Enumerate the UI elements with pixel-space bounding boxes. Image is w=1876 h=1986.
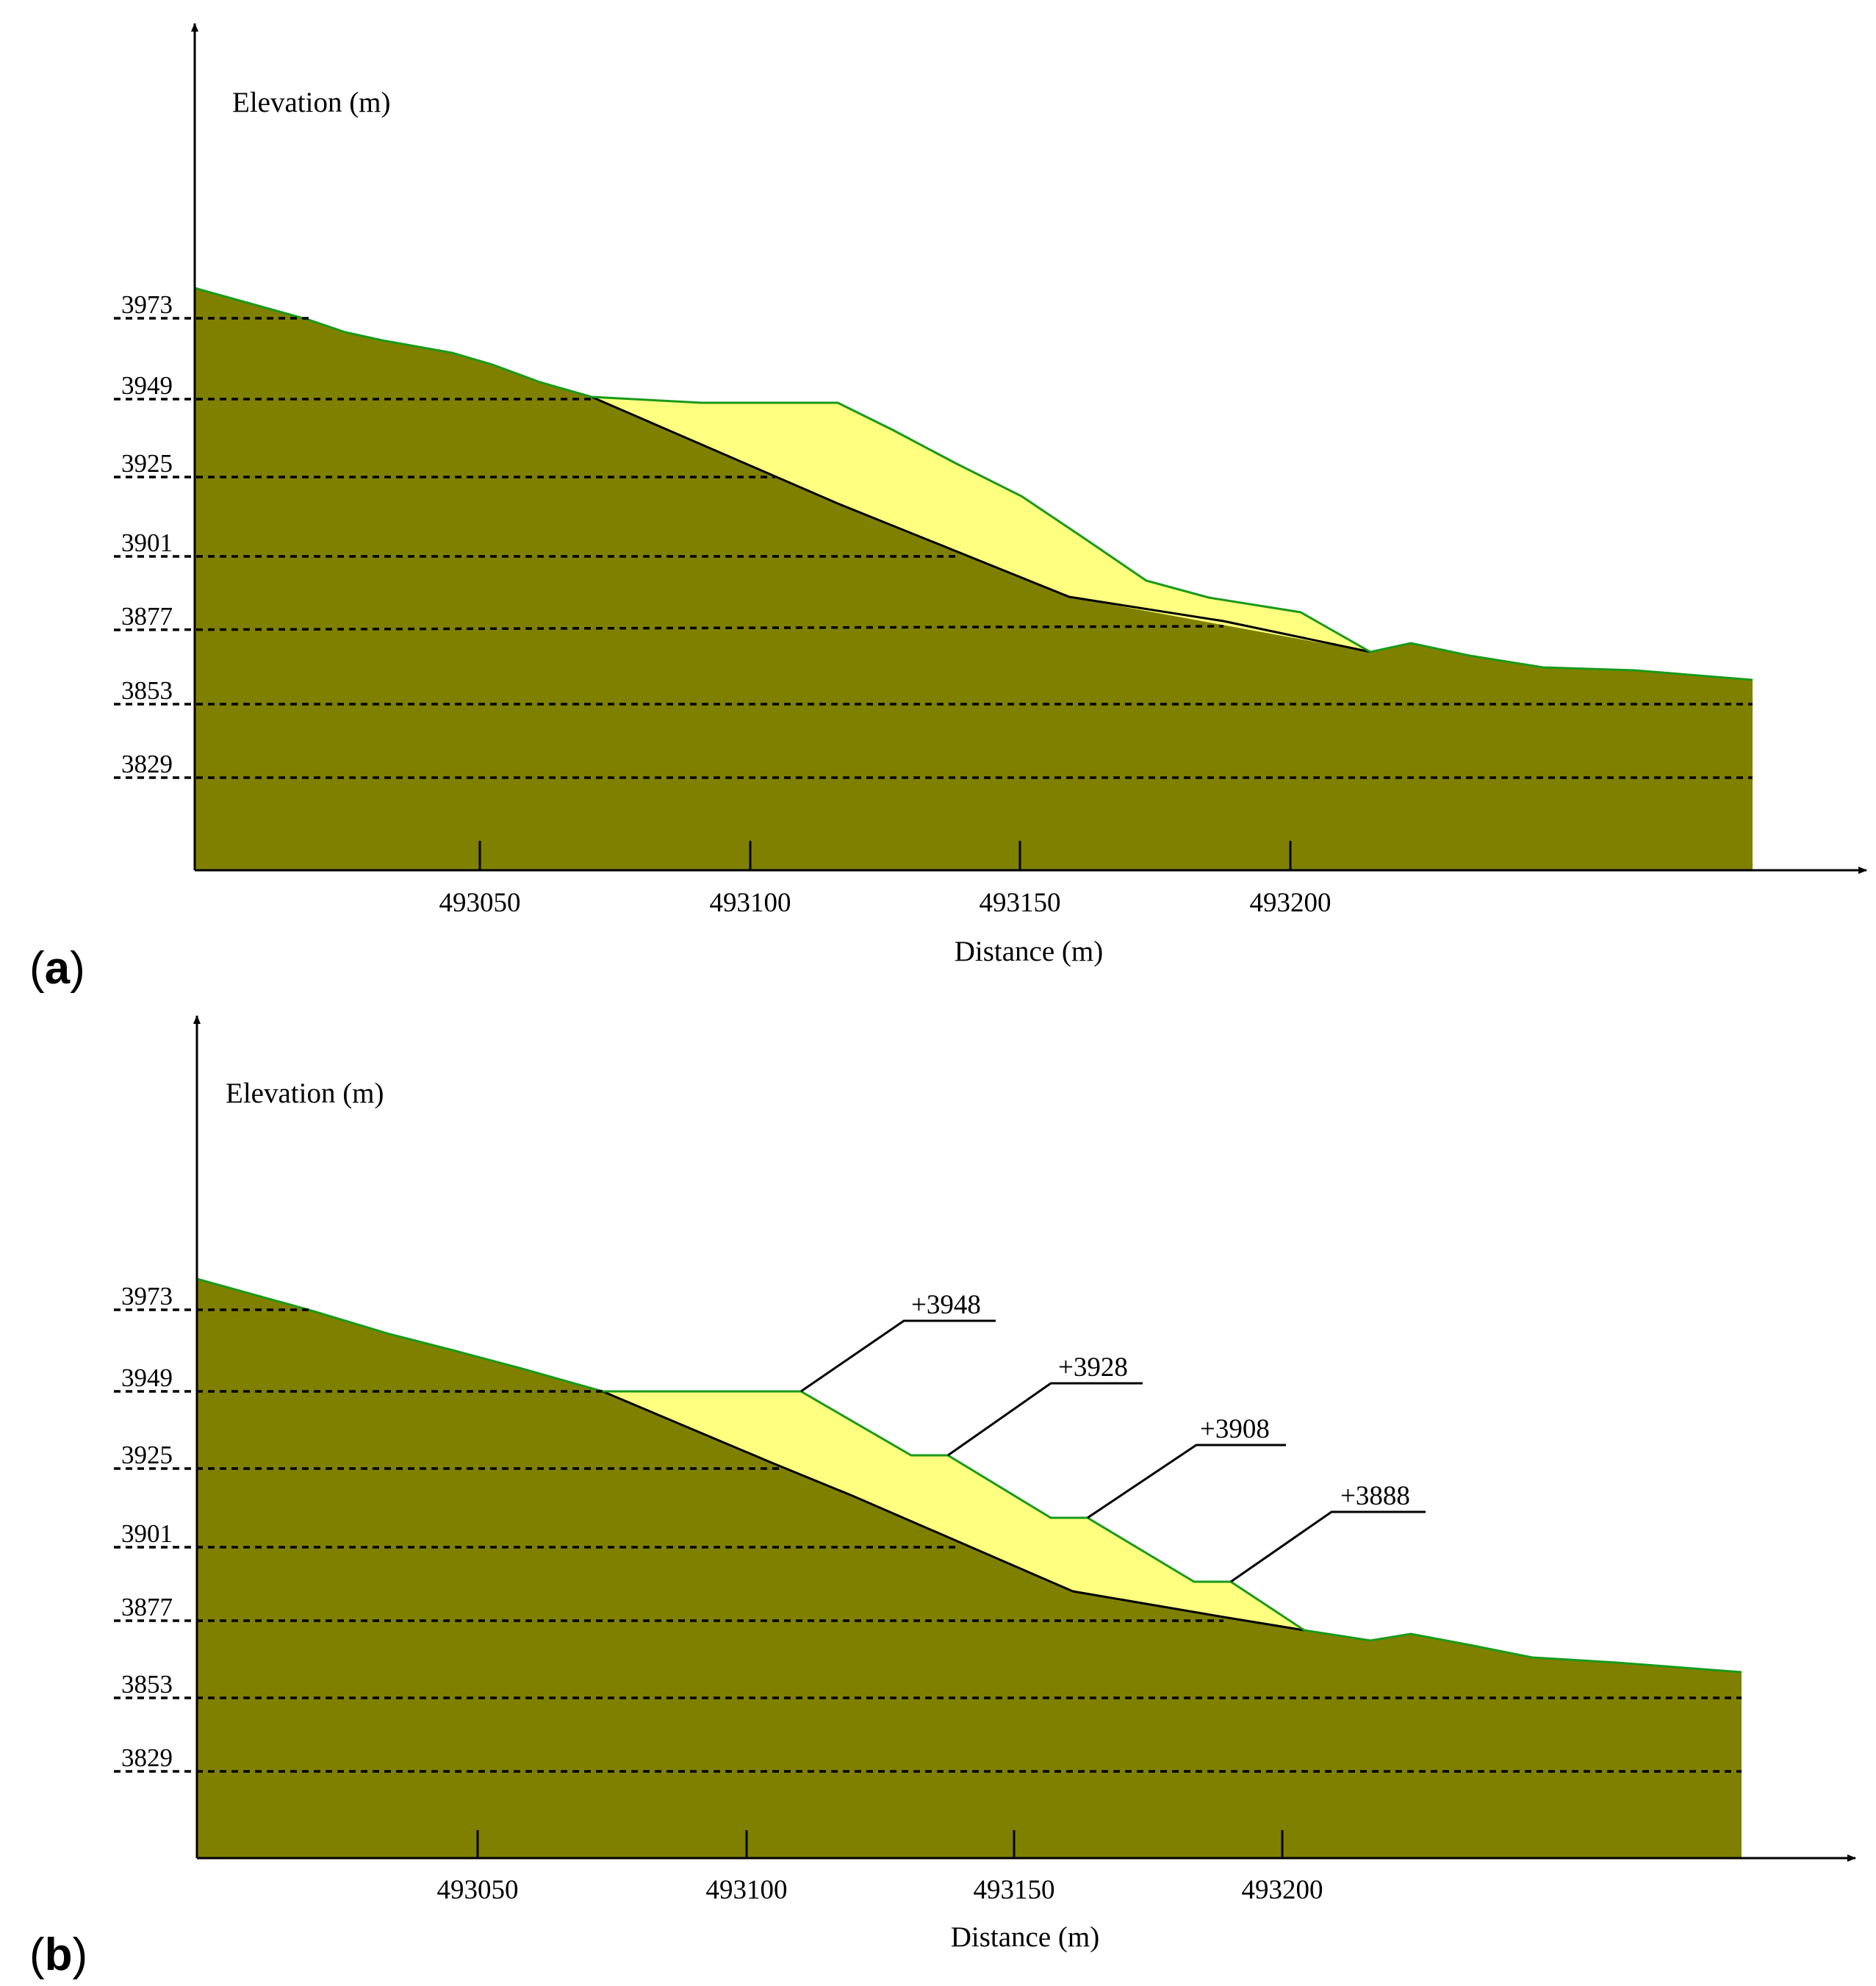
panel-a: 3973 3949 3925 3901 3877 3853 3829 49305… xyxy=(29,23,1867,994)
panel-b-landslide-deposit xyxy=(603,1391,1304,1630)
panel-a-elevation-lines xyxy=(113,317,1753,779)
panel-b-ylabel: Elevation (m) xyxy=(226,1078,384,1109)
panel-b-xlabel: Distance (m) xyxy=(951,1921,1100,1953)
panel-a-ylabel: Elevation (m) xyxy=(232,87,391,118)
panel-b-y-tick-label: 3877 xyxy=(121,1593,173,1621)
panel-a-y-tick-label: 3973 xyxy=(121,290,173,319)
panel-a-y-tick-label: 3925 xyxy=(121,449,173,478)
panel-b-x-tick-label: 493100 xyxy=(706,1875,788,1905)
panel-a-label-close: ) xyxy=(70,943,85,994)
panel-a-x-tick-label: 493150 xyxy=(980,888,1061,918)
panel-a-label-letter: a xyxy=(45,943,71,994)
panel-b-y-tick-label: 3973 xyxy=(121,1282,173,1311)
panel-b-x-tick-label: 493200 xyxy=(1242,1875,1323,1905)
panel-a-y-tick-label: 3901 xyxy=(121,528,173,557)
panel-b-x-tick-label: 493150 xyxy=(974,1875,1055,1905)
panel-b-bench-label: +3948 xyxy=(911,1290,981,1320)
panel-b-ground xyxy=(197,1279,1742,1858)
panel-a-label: (a) xyxy=(29,943,85,994)
panel-b: +3948 +3928 +3908 +3888 3973 3949 3925 3… xyxy=(29,1015,1856,1980)
panel-b-label-open: ( xyxy=(29,1929,45,1980)
panel-b-label: (b) xyxy=(29,1929,87,1980)
panel-b-failure-surface xyxy=(602,1390,1305,1632)
panel-b-bench-label: +3928 xyxy=(1058,1352,1128,1383)
panel-b-label-close: ) xyxy=(73,1929,88,1980)
panel-a-y-tick-label: 3829 xyxy=(121,750,173,778)
panel-a-y-tick-label: 3949 xyxy=(121,371,173,400)
panel-b-bench-leader xyxy=(800,1319,996,1393)
panel-b-bench-leader xyxy=(1230,1510,1426,1583)
panel-a-x-tick-label: 493100 xyxy=(710,888,791,918)
panel-a-y-tick-label: 3877 xyxy=(121,602,173,631)
panel-b-elevation-lines xyxy=(114,1308,1742,1773)
panel-a-x-tick-label: 493200 xyxy=(1250,888,1331,918)
panel-b-y-tick-label: 3901 xyxy=(121,1519,173,1548)
panel-a-failure-surface xyxy=(591,395,1371,653)
panel-b-y-tick-label: 3829 xyxy=(121,1743,173,1772)
panel-b-y-tick-label: 3949 xyxy=(121,1363,173,1392)
panel-b-bench-leader xyxy=(947,1382,1143,1457)
panel-b-label-letter: b xyxy=(45,1929,73,1980)
panel-a-x-tick-label: 493050 xyxy=(439,888,521,918)
panel-a-elevation-line xyxy=(113,625,1224,631)
panel-b-bench-leaders xyxy=(800,1319,1426,1583)
panel-b-x-tick-label: 493050 xyxy=(437,1875,519,1905)
panel-a-xlabel: Distance (m) xyxy=(955,936,1104,967)
panel-a-y-tick-label: 3853 xyxy=(121,676,173,705)
panel-a-label-open: ( xyxy=(29,943,45,994)
panel-b-bench-leader xyxy=(1087,1444,1286,1519)
panel-a-surface-line xyxy=(194,287,1753,681)
panel-b-y-tick-label: 3925 xyxy=(121,1441,173,1469)
panel-a-ground xyxy=(195,288,1753,870)
panel-a-landslide-deposit xyxy=(592,397,1370,652)
panel-b-bench-label: +3908 xyxy=(1200,1414,1270,1444)
panel-b-y-tick-label: 3853 xyxy=(121,1670,173,1699)
panel-b-bench-label: +3888 xyxy=(1340,1481,1410,1511)
